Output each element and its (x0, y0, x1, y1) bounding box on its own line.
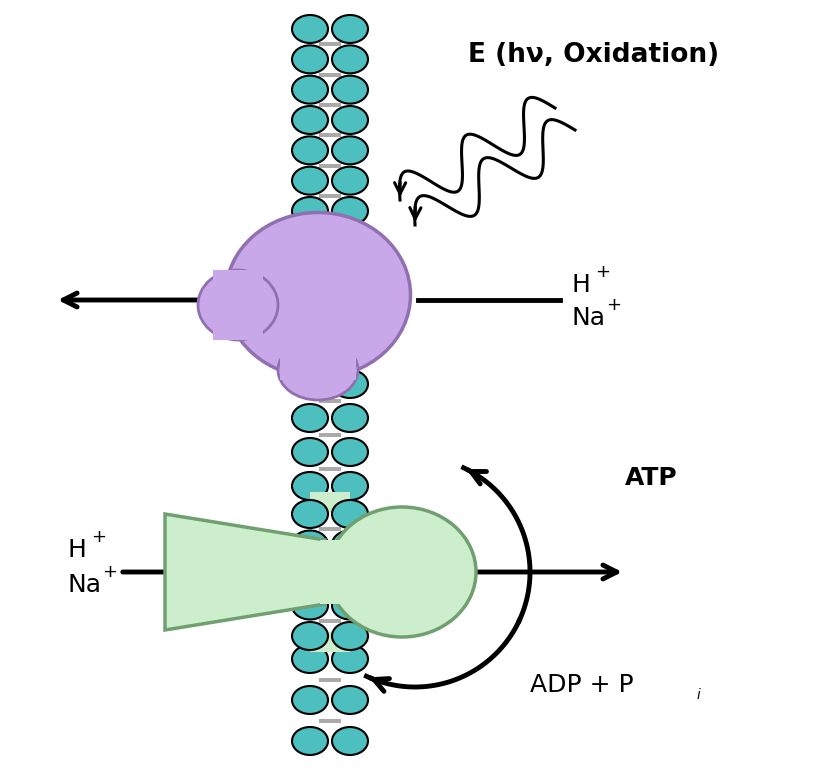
Text: $_i$: $_i$ (696, 683, 702, 701)
Ellipse shape (292, 438, 328, 466)
Ellipse shape (292, 76, 328, 104)
Bar (213, 270, 263, 340)
Ellipse shape (292, 137, 328, 164)
Bar (319, 619, 341, 623)
Bar (319, 558, 341, 561)
Ellipse shape (332, 106, 368, 134)
Text: +: + (91, 528, 106, 546)
Bar (319, 399, 341, 403)
Ellipse shape (278, 340, 358, 400)
Ellipse shape (292, 197, 328, 225)
Bar (319, 370, 341, 500)
Bar (319, 194, 341, 198)
Bar (310, 492, 350, 512)
Ellipse shape (332, 622, 368, 650)
Bar (319, 500, 341, 650)
Ellipse shape (328, 507, 476, 637)
Bar (319, 42, 341, 46)
Text: E (hν, Oxidation): E (hν, Oxidation) (468, 42, 719, 68)
Bar (319, 677, 341, 681)
Ellipse shape (332, 167, 368, 194)
Ellipse shape (225, 213, 411, 378)
Bar (319, 164, 341, 167)
Bar (319, 433, 341, 437)
Text: ATP: ATP (625, 466, 678, 490)
Ellipse shape (292, 106, 328, 134)
Ellipse shape (332, 137, 368, 164)
Bar (319, 588, 341, 592)
Text: H: H (572, 273, 591, 297)
Ellipse shape (292, 45, 328, 73)
Ellipse shape (292, 167, 328, 194)
Ellipse shape (332, 438, 368, 466)
Bar (319, 72, 341, 77)
Bar (319, 467, 341, 471)
Ellipse shape (292, 472, 328, 500)
Ellipse shape (292, 591, 328, 620)
Text: Na: Na (572, 306, 606, 330)
Ellipse shape (292, 561, 328, 589)
Bar (319, 719, 341, 723)
Ellipse shape (332, 370, 368, 398)
Bar (319, 645, 341, 755)
Ellipse shape (292, 15, 328, 43)
Ellipse shape (332, 472, 368, 500)
Ellipse shape (292, 370, 328, 398)
Bar (319, 103, 341, 107)
Bar (310, 632, 350, 652)
Text: +: + (102, 563, 117, 581)
Ellipse shape (332, 500, 368, 528)
Bar (319, 15, 341, 225)
Ellipse shape (292, 622, 328, 650)
Ellipse shape (332, 645, 368, 673)
Text: +: + (606, 296, 621, 314)
Ellipse shape (292, 686, 328, 714)
Ellipse shape (332, 561, 368, 589)
Ellipse shape (292, 500, 328, 528)
Bar (280, 335, 356, 380)
Ellipse shape (332, 591, 368, 620)
Bar (319, 133, 341, 137)
Text: ADP + P: ADP + P (530, 673, 633, 697)
Ellipse shape (292, 404, 328, 432)
Ellipse shape (198, 270, 278, 340)
Text: Na: Na (68, 573, 102, 597)
Ellipse shape (332, 404, 368, 432)
Text: +: + (595, 263, 610, 281)
Ellipse shape (292, 645, 328, 673)
Ellipse shape (332, 727, 368, 755)
Bar (319, 528, 341, 531)
Ellipse shape (332, 531, 368, 558)
Ellipse shape (292, 727, 328, 755)
Ellipse shape (332, 45, 368, 73)
Ellipse shape (332, 15, 368, 43)
Ellipse shape (292, 531, 328, 558)
Text: H: H (68, 538, 87, 562)
Ellipse shape (332, 686, 368, 714)
Bar (320, 540, 410, 604)
Polygon shape (165, 514, 325, 630)
Ellipse shape (332, 76, 368, 104)
Ellipse shape (332, 197, 368, 225)
